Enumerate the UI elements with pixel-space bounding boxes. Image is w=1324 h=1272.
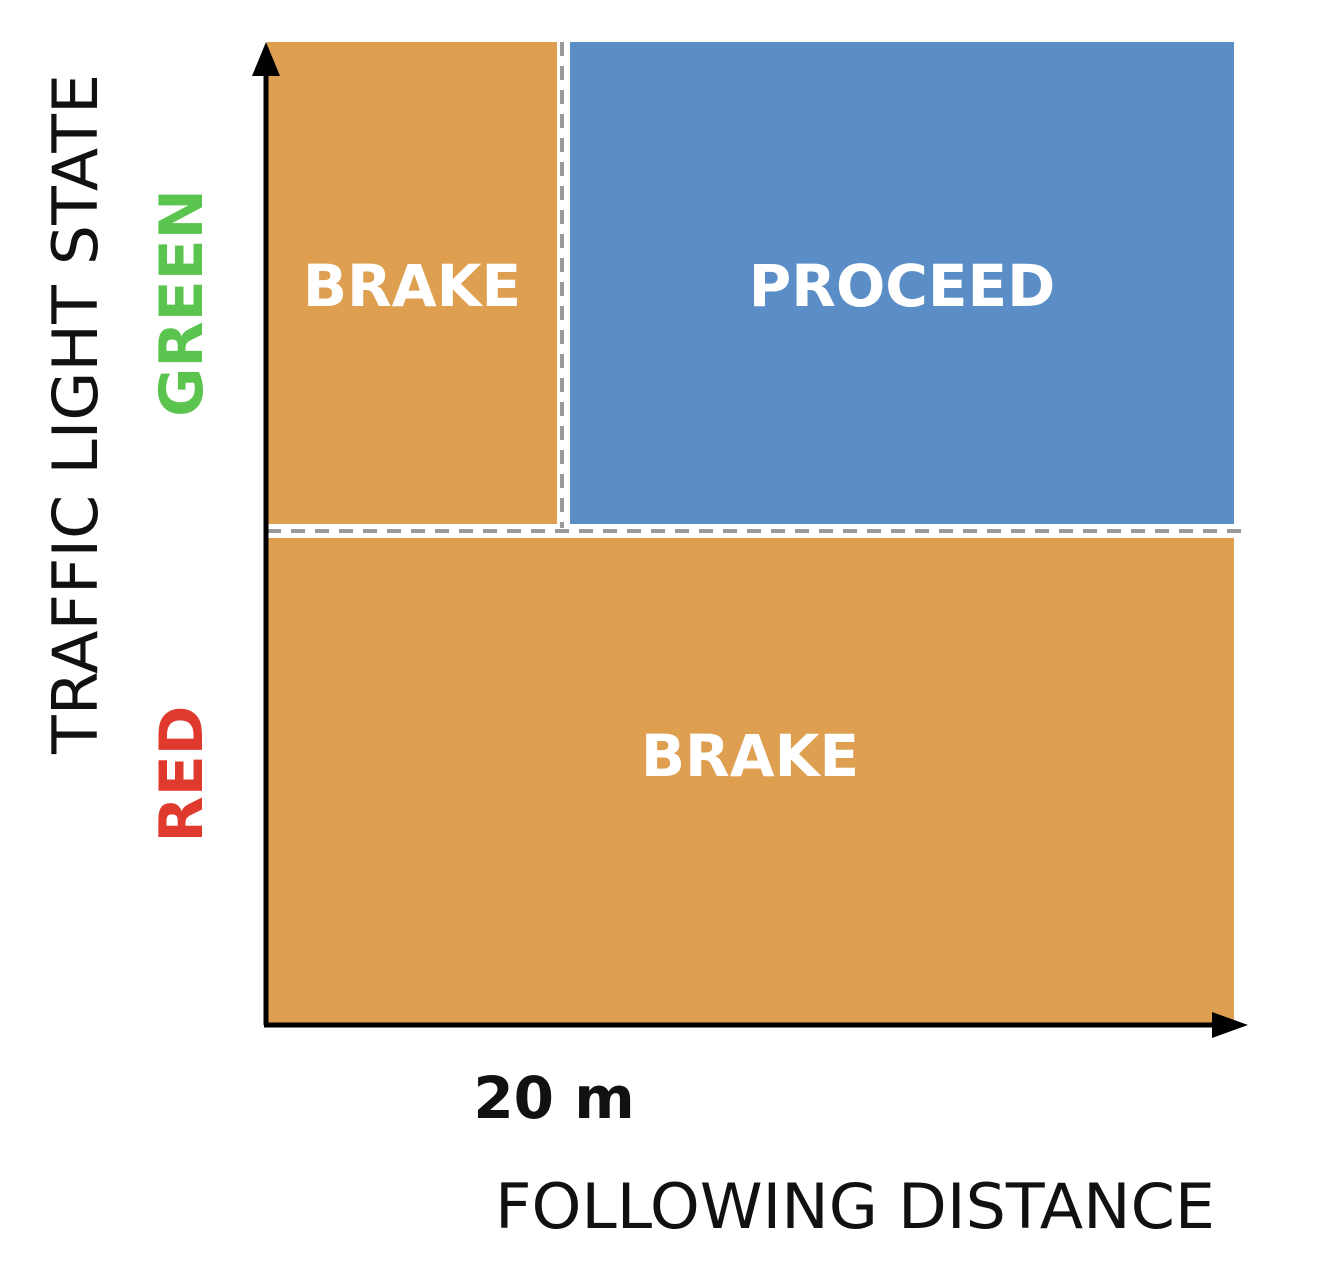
state-label-red: RED [147, 706, 217, 843]
x-threshold-label: 20 m [473, 1064, 634, 1132]
region-red-brake [267, 538, 1234, 1024]
y-axis-title: TRAFFIC LIGHT STATE [39, 74, 112, 755]
region-label-red: BRAKE [641, 722, 859, 790]
region-label-green-far: PROCEED [749, 252, 1055, 320]
state-label-green: GREEN [147, 189, 217, 417]
region-green-far-proceed [570, 42, 1234, 524]
x-axis-arrow-icon [1212, 1012, 1248, 1038]
region-label-green-near: BRAKE [303, 252, 521, 320]
y-axis-arrow-icon [252, 42, 280, 76]
x-axis-title: FOLLOWING DISTANCE [495, 1170, 1215, 1243]
region-green-near-brake [267, 42, 557, 524]
